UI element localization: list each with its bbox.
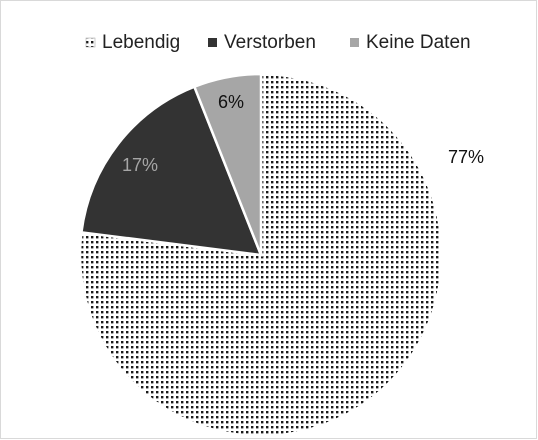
legend-swatch: [85, 37, 96, 48]
data-label: 77%: [448, 147, 484, 167]
plot-area: 77% 17% 6%: [78, 72, 484, 438]
legend-label: Lebendig: [102, 32, 180, 53]
legend-label: Verstorben: [224, 32, 316, 53]
legend-swatch: [208, 38, 217, 47]
pie-slice: [192, 72, 263, 256]
pie-slice: [78, 72, 444, 438]
pie-slice: [80, 85, 263, 257]
legend: Lebendig Verstorben Keine Daten: [85, 32, 471, 53]
data-label: 6%: [218, 92, 244, 112]
legend-swatch: [350, 38, 359, 47]
legend-label: Keine Daten: [366, 32, 471, 53]
data-label: 17%: [122, 155, 158, 175]
